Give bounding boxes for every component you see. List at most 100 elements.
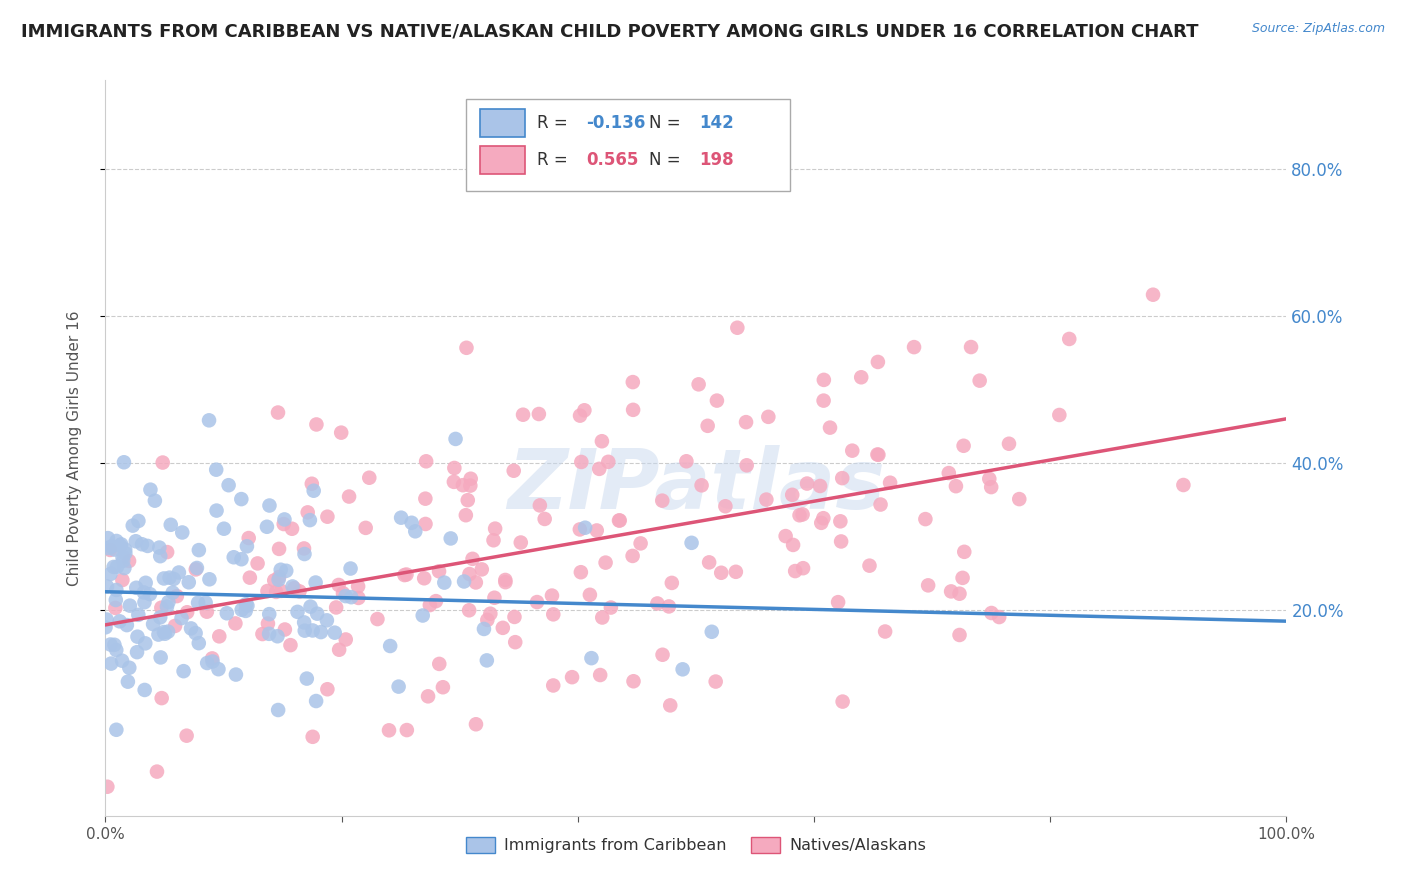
Point	[270, 563, 292, 577]
Point	[267, 405, 290, 419]
Point	[440, 532, 463, 546]
Point	[115, 618, 138, 632]
Point	[700, 624, 723, 639]
Point	[710, 566, 733, 580]
Point	[100, 657, 122, 671]
Point	[589, 668, 612, 682]
Point	[569, 455, 592, 469]
Point	[159, 517, 181, 532]
Point	[100, 540, 122, 554]
Point	[948, 628, 970, 642]
Point	[533, 512, 555, 526]
Point	[938, 466, 960, 480]
Point	[775, 529, 797, 543]
Point	[471, 562, 494, 576]
Point	[305, 417, 328, 432]
Point	[813, 373, 835, 387]
Point	[465, 717, 488, 731]
Point	[461, 552, 484, 566]
Point	[332, 586, 354, 600]
Point	[96, 579, 118, 593]
Point	[127, 607, 149, 622]
Point	[281, 579, 304, 593]
Point	[818, 420, 841, 434]
Point	[148, 541, 170, 555]
Point	[112, 455, 135, 469]
Point	[585, 524, 607, 538]
Point	[651, 648, 673, 662]
Point	[503, 635, 526, 649]
Point	[588, 462, 610, 476]
Point	[568, 523, 591, 537]
Point	[218, 478, 240, 492]
Point	[309, 625, 332, 640]
Point	[378, 639, 401, 653]
Point	[416, 690, 439, 704]
Point	[150, 691, 173, 706]
Point	[236, 599, 259, 613]
Point	[205, 463, 228, 477]
Point	[621, 375, 644, 389]
Point	[427, 657, 450, 671]
Point	[125, 645, 148, 659]
Point	[257, 616, 280, 631]
Text: IMMIGRANTS FROM CARIBBEAN VS NATIVE/ALASKAN CHILD POVERTY AMONG GIRLS UNDER 16 C: IMMIGRANTS FROM CARIBBEAN VS NATIVE/ALAS…	[21, 22, 1198, 40]
Point	[952, 439, 974, 453]
Point	[756, 409, 779, 424]
Point	[419, 598, 441, 612]
Point	[725, 320, 748, 334]
Point	[134, 636, 156, 650]
Point	[205, 503, 228, 517]
Point	[337, 490, 360, 504]
Point	[176, 605, 198, 619]
Point	[651, 493, 673, 508]
Point	[236, 539, 259, 553]
Point	[180, 621, 202, 635]
Point	[105, 582, 128, 597]
Point	[875, 624, 897, 639]
Point	[706, 393, 728, 408]
Point	[659, 698, 682, 713]
Point	[479, 607, 502, 621]
Point	[176, 729, 198, 743]
Point	[195, 605, 218, 619]
Point	[526, 595, 548, 609]
Point	[960, 340, 983, 354]
Point	[714, 500, 737, 514]
Point	[259, 499, 281, 513]
Point	[281, 522, 304, 536]
Point	[415, 516, 437, 531]
Point	[735, 458, 758, 473]
Point	[108, 539, 131, 553]
Point	[104, 593, 127, 607]
Point	[780, 488, 803, 502]
Point	[302, 483, 325, 498]
Point	[301, 624, 323, 638]
Point	[246, 557, 269, 571]
Point	[295, 672, 318, 686]
Point	[187, 596, 209, 610]
Point	[135, 575, 157, 590]
Point	[103, 560, 125, 574]
Point	[315, 613, 337, 627]
Point	[105, 533, 128, 548]
Point	[630, 536, 652, 550]
Point	[980, 606, 1002, 620]
Point	[395, 723, 418, 737]
Point	[323, 625, 346, 640]
Point	[914, 512, 936, 526]
Point	[224, 616, 246, 631]
Point	[980, 480, 1002, 494]
Point	[598, 455, 620, 469]
Point	[118, 599, 141, 613]
Point	[149, 650, 172, 665]
Point	[866, 355, 889, 369]
Text: ZIPatlas: ZIPatlas	[508, 444, 884, 525]
Point	[153, 571, 176, 585]
Point	[688, 377, 710, 392]
Point	[477, 613, 499, 627]
Point	[830, 514, 852, 528]
Point	[150, 600, 173, 615]
Point	[841, 443, 863, 458]
Point	[810, 516, 832, 530]
